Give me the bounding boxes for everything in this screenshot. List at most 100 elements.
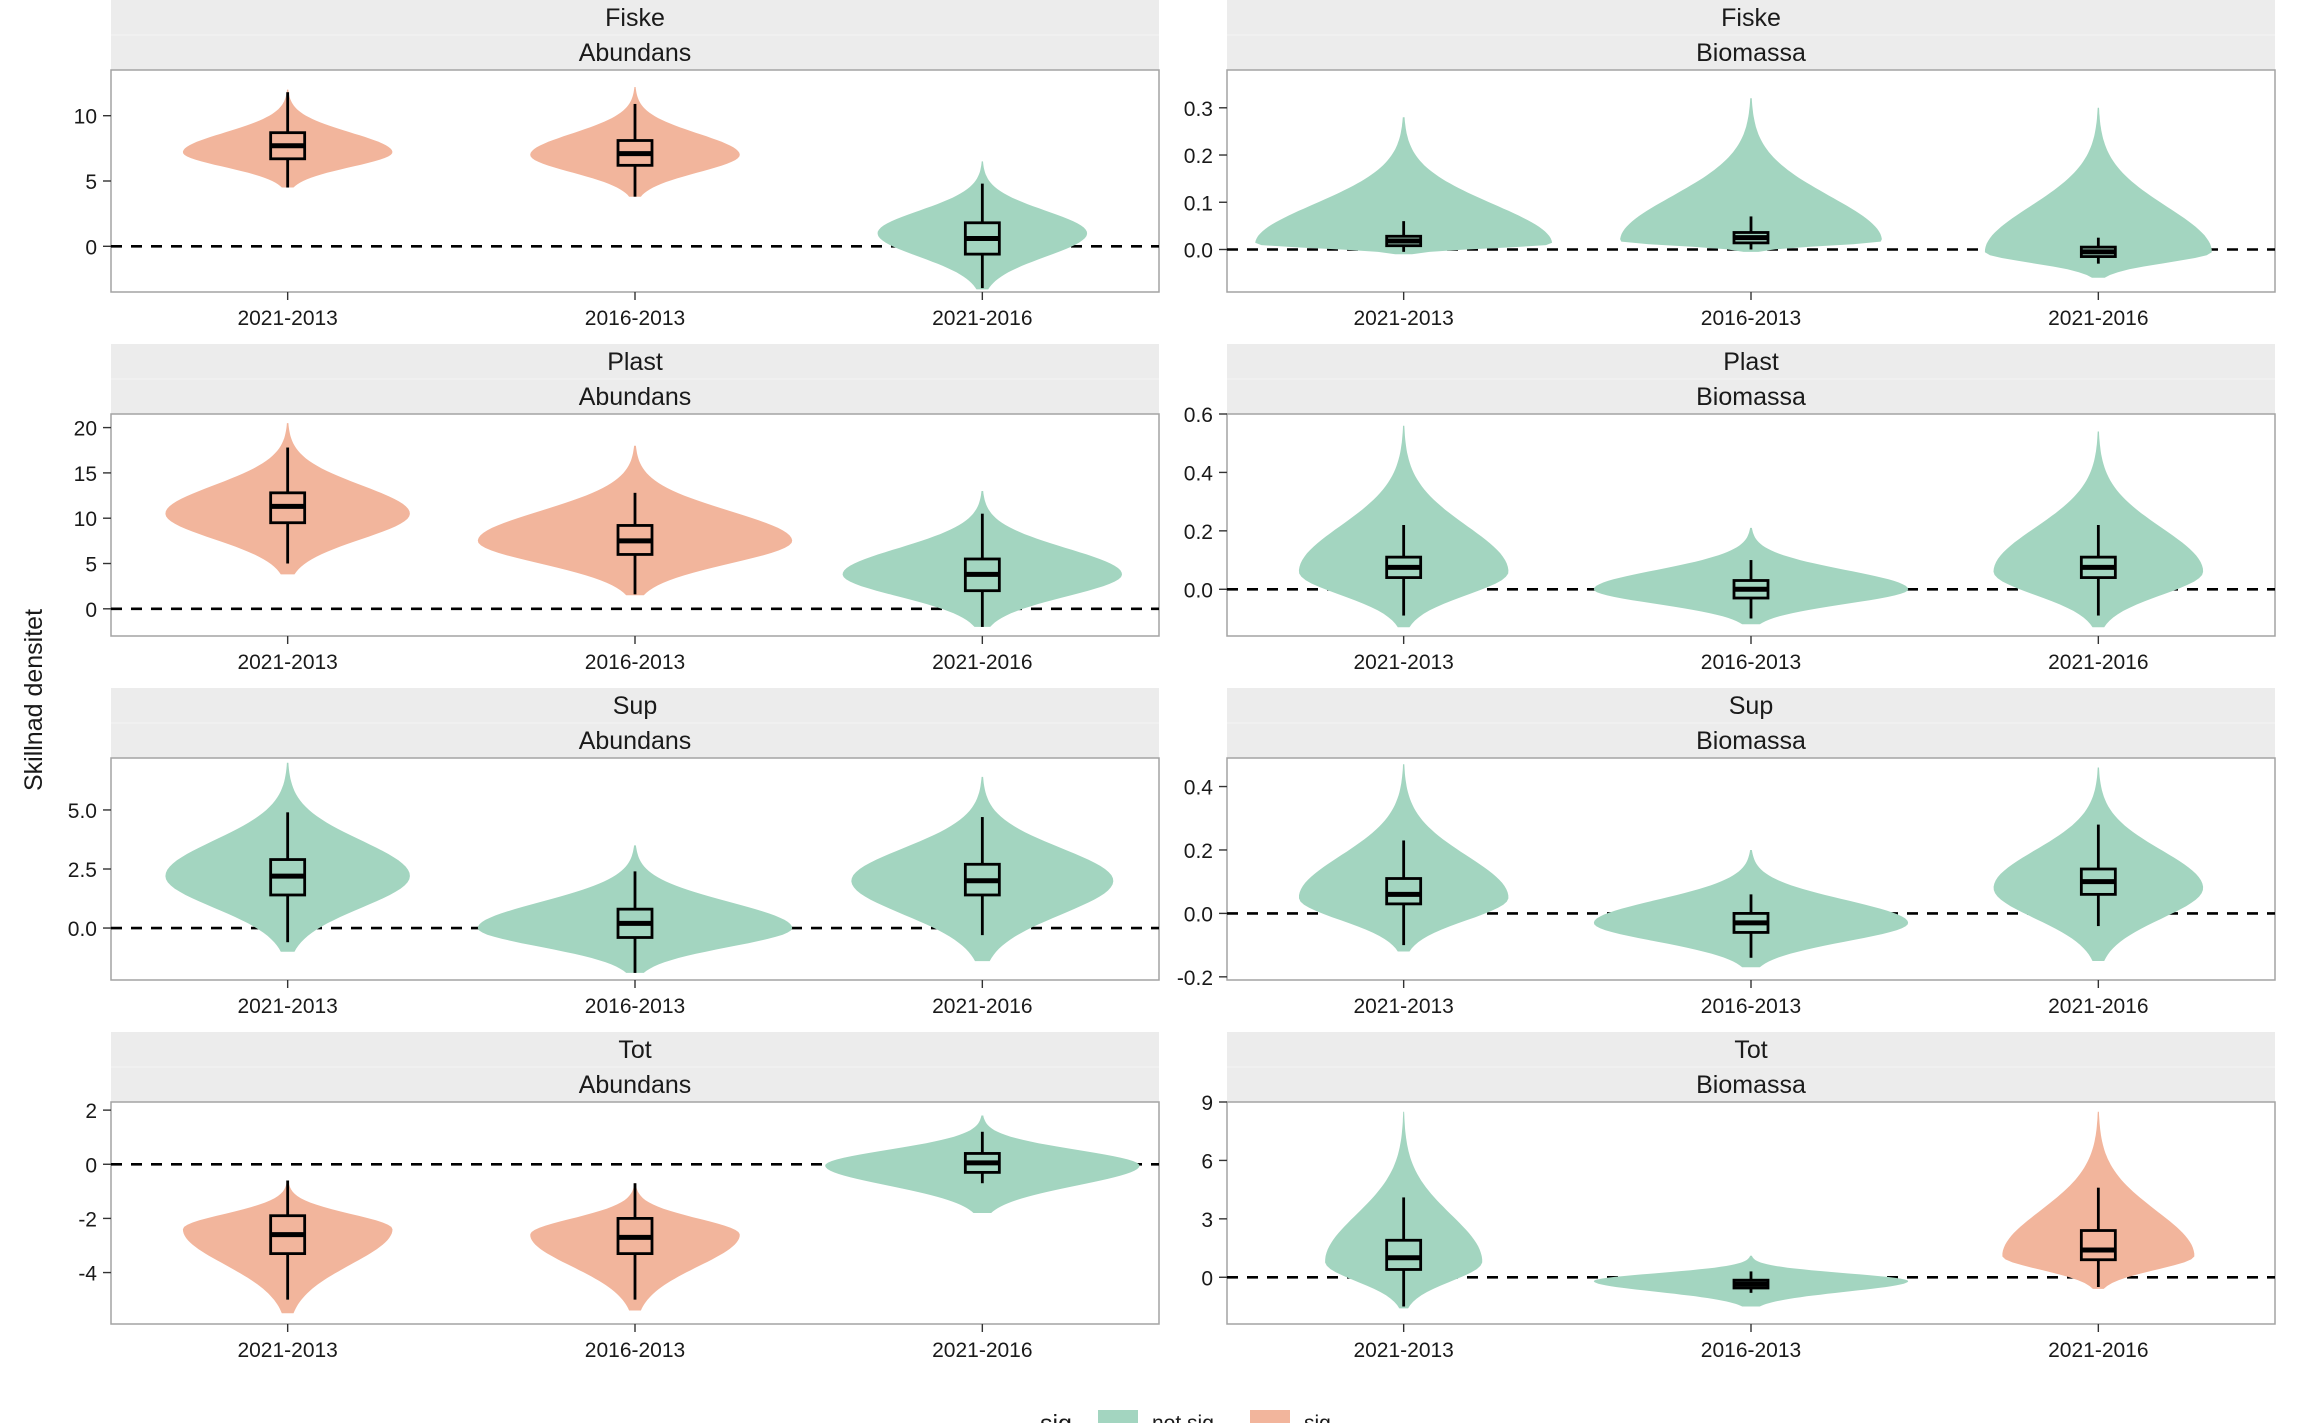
y-tick-label: 0.0	[1184, 579, 1213, 602]
strip-label: Abundans	[579, 383, 692, 411]
x-tick-label: 2021-2016	[932, 307, 1032, 330]
violin-2021-2016	[877, 161, 1088, 290]
x-tick-label: 2021-2013	[1353, 651, 1453, 674]
x-tick-label: 2021-2013	[237, 307, 337, 330]
strip-label: Tot	[1734, 1036, 1767, 1064]
y-tick-label: 9	[1201, 1092, 1213, 1115]
y-tick-label: 0.2	[1184, 145, 1213, 168]
strip-label: Plast	[1723, 348, 1779, 376]
y-tick-label: 20	[74, 418, 97, 441]
y-tick-label: 0.4	[1184, 777, 1214, 800]
legend: sig not sig sig	[1040, 1410, 1331, 1423]
y-tick-label: -2	[78, 1208, 97, 1231]
x-tick-label: 2016-2013	[1701, 307, 1801, 330]
x-tick-label: 2021-2013	[237, 995, 337, 1018]
strip-label: Biomassa	[1696, 727, 1806, 755]
legend-label-sig: sig	[1304, 1412, 1331, 1423]
boxplot-box	[1385, 877, 1423, 906]
violin-2021-2016	[1984, 107, 2212, 278]
strip-label: Biomassa	[1696, 1071, 1806, 1099]
y-tick-label: 0	[1201, 1267, 1213, 1290]
facet-plast-abundans: Plast Abundans 0 5 10 15 20 2021-2013 2016-2013 2…	[74, 344, 1160, 674]
y-tick-label: 0.6	[1184, 404, 1213, 427]
facet-plast-biomassa: Plast Biomassa 0.0 0.2 0.4 0.6 2021-2013 2016-2…	[1184, 344, 2276, 674]
y-tick-label: 0.3	[1184, 98, 1213, 121]
x-tick-label: 2021-2016	[932, 1339, 1032, 1362]
y-tick-label: 0.1	[1184, 192, 1213, 215]
y-tick-label: 0.0	[68, 918, 97, 941]
x-tick-label: 2021-2013	[1353, 307, 1453, 330]
y-tick-label: 0	[85, 1154, 97, 1177]
strip-label: Tot	[618, 1036, 651, 1064]
strip-label: Fiske	[605, 4, 665, 32]
y-tick-label: 0	[85, 599, 97, 622]
x-tick-label: 2016-2013	[585, 995, 685, 1018]
y-tick-label: 0.0	[1184, 903, 1213, 926]
facet-fiske-biomassa: Fiske Biomassa 0.0 0.1 0.2 0.3 2021-2013 2016-2…	[1184, 0, 2276, 330]
violin-2016-2013	[530, 1183, 740, 1311]
x-tick-label: 2021-2016	[2048, 307, 2148, 330]
x-tick-label: 2021-2013	[1353, 995, 1453, 1018]
x-tick-label: 2016-2013	[1701, 995, 1801, 1018]
y-tick-label: 0.2	[1184, 521, 1213, 544]
x-tick-label: 2016-2013	[1701, 1339, 1801, 1362]
strip-label: Sup	[1729, 692, 1773, 720]
x-tick-label: 2021-2016	[932, 651, 1032, 674]
strip-label: Sup	[613, 692, 657, 720]
legend-key-sig	[1250, 1410, 1290, 1423]
y-tick-label: -0.2	[1177, 967, 1213, 990]
y-tick-label: 5.0	[68, 800, 97, 823]
x-tick-label: 2016-2013	[585, 651, 685, 674]
strip-label: Biomassa	[1696, 383, 1806, 411]
violin-2021-2013	[182, 89, 393, 188]
facet-fiske-abundans: Fiske Abundans 0 5 10 2021-2013 2016-2013 2021-…	[74, 0, 1160, 330]
y-tick-label: -4	[78, 1263, 97, 1286]
x-tick-label: 2021-2016	[932, 995, 1032, 1018]
y-tick-label: 0.0	[1184, 239, 1213, 262]
violin-2021-2013	[182, 1180, 393, 1314]
strip-label: Fiske	[1721, 4, 1781, 32]
strip-label: Abundans	[579, 39, 692, 67]
y-tick-label: 0.2	[1184, 840, 1213, 863]
y-tick-label: 0.4	[1184, 462, 1214, 485]
x-tick-label: 2021-2016	[2048, 651, 2148, 674]
y-axis-label: Skillnad densitet	[20, 609, 48, 791]
facet-tot-biomassa: Tot Biomassa 0 3 6 9 2021-2013 2016-2013 2021-20…	[1201, 1032, 2276, 1362]
facet-sup-abundans: Sup Abundans 0.0 2.5 5.0 2021-2013 2016-2013 20…	[68, 688, 1160, 1018]
facet-tot-abundans: Tot Abundans -4 -2 0 2 2021-2013 2016-2013 2021-…	[78, 1032, 1160, 1362]
y-tick-label: 2.5	[68, 859, 97, 882]
violin-2021-2016	[851, 776, 1114, 962]
violin-2021-2013	[165, 423, 410, 575]
legend-title: sig	[1040, 1410, 1072, 1423]
boxplot-box	[1385, 1238, 1423, 1271]
x-tick-label: 2016-2013	[585, 307, 685, 330]
y-tick-label: 10	[74, 106, 97, 129]
strip-label: Abundans	[579, 727, 692, 755]
strip-label: Biomassa	[1696, 39, 1806, 67]
boxplot-box	[2079, 1229, 2117, 1262]
legend-label-not-sig: not sig	[1152, 1412, 1214, 1423]
x-tick-label: 2021-2013	[237, 1339, 337, 1362]
violin-2016-2013	[1620, 98, 1882, 252]
facet-panels: Fiske Abundans 0 5 10 2021-2013 2016-2013 2021-…	[68, 0, 2276, 1362]
y-tick-label: 3	[1201, 1209, 1213, 1232]
y-tick-label: 15	[74, 463, 97, 486]
x-tick-label: 2021-2013	[237, 651, 337, 674]
x-tick-label: 2021-2013	[1353, 1339, 1453, 1362]
legend-key-not-sig	[1098, 1410, 1138, 1423]
y-tick-label: 5	[85, 171, 97, 194]
facet-sup-biomassa: Sup Biomassa -0.2 0.0 0.2 0.4 2021-2013 2016-20…	[1177, 688, 2276, 1018]
y-tick-label: 10	[74, 508, 97, 531]
violin-2021-2013	[1255, 117, 1553, 255]
strip-label: Abundans	[579, 1071, 692, 1099]
y-tick-label: 2	[85, 1100, 97, 1123]
strip-label: Plast	[607, 348, 663, 376]
x-tick-label: 2016-2013	[585, 1339, 685, 1362]
x-tick-label: 2016-2013	[1701, 651, 1801, 674]
y-tick-label: 5	[85, 554, 97, 577]
x-tick-label: 2021-2016	[2048, 1339, 2148, 1362]
x-tick-label: 2021-2016	[2048, 995, 2148, 1018]
y-tick-label: 0	[85, 236, 97, 259]
y-tick-label: 6	[1201, 1150, 1213, 1173]
